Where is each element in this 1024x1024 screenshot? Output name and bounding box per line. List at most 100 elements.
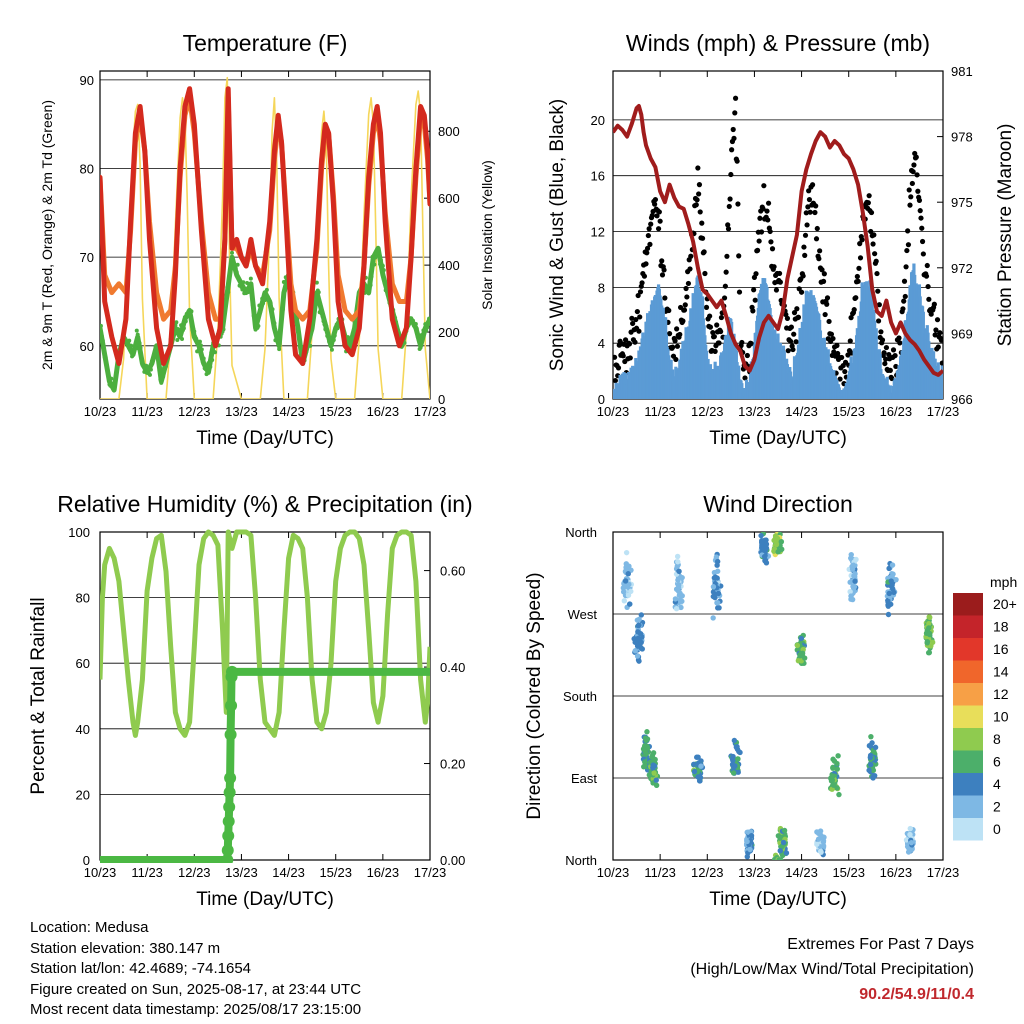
legend-title: mph <box>990 574 1017 590</box>
gust-point <box>909 180 915 187</box>
y-tick-label: 100 <box>68 525 90 540</box>
gust-point <box>919 225 925 231</box>
gust-point <box>739 339 745 346</box>
direction-point <box>891 589 897 596</box>
dewpoint-point <box>208 364 213 369</box>
legend-label: 14 <box>993 664 1009 680</box>
dewpoint-point <box>314 280 319 285</box>
gust-point <box>615 365 622 371</box>
location-text: Location: Medusa <box>30 919 149 936</box>
legend-swatch <box>953 615 983 638</box>
precip-point <box>221 854 234 863</box>
gust-point <box>928 311 934 317</box>
gust-point <box>751 287 757 293</box>
gust-point <box>920 251 926 257</box>
gust-point <box>730 126 736 133</box>
dewpoint-point <box>131 349 136 354</box>
x-tick-label: 16/23 <box>880 404 913 419</box>
gust-point <box>851 307 857 313</box>
direction-point <box>867 754 874 761</box>
gust-point <box>666 307 672 314</box>
direction-point <box>799 650 806 657</box>
gust-point <box>659 272 666 278</box>
x-tick-label: 12/23 <box>178 865 211 880</box>
dewpoint-point <box>268 301 273 306</box>
gust-point <box>872 251 878 257</box>
gust-point <box>683 285 689 292</box>
gust-point <box>904 247 910 254</box>
created-text: Figure created on Sun, 2025-08-17, at 23… <box>30 980 362 998</box>
gust-point <box>868 209 875 216</box>
direction-point <box>713 554 720 560</box>
y-tick-label: 12 <box>591 225 605 240</box>
gust-point <box>824 301 830 307</box>
gust-point <box>722 283 728 289</box>
gust-point <box>932 332 938 338</box>
gust-point <box>620 353 626 359</box>
gust-point <box>649 212 655 219</box>
gust-point <box>820 278 827 284</box>
gust-point <box>854 273 860 280</box>
gust-point <box>711 333 717 340</box>
direction-point <box>642 735 649 741</box>
direction-point <box>678 604 684 611</box>
direction-point <box>830 782 837 788</box>
gust-point <box>812 209 818 216</box>
gust-point <box>793 339 799 345</box>
dewpoint-point <box>151 356 156 361</box>
dewpoint-point <box>381 268 386 273</box>
gust-point <box>728 171 734 178</box>
direction-point <box>623 564 629 571</box>
dewpoint-point <box>241 280 246 285</box>
dewpoint-point <box>320 314 325 319</box>
direction-point <box>775 833 782 839</box>
direction-point <box>890 571 896 577</box>
dewpoint-point <box>138 345 143 350</box>
gust-point <box>830 335 836 342</box>
gust-point <box>661 267 667 273</box>
direction-point <box>831 758 838 764</box>
legend-swatch <box>953 818 983 841</box>
y2-tick-label: 0.20 <box>440 757 465 772</box>
direction-point <box>635 629 641 635</box>
gust-point <box>773 287 780 293</box>
gust-point <box>813 236 820 242</box>
gust-point <box>890 347 897 353</box>
dewpoint-point <box>377 254 382 259</box>
y2-tick-label: 0.00 <box>440 853 465 868</box>
direction-point <box>758 532 764 539</box>
gust-point <box>856 265 862 271</box>
gust-point <box>824 295 831 301</box>
gust-point <box>643 261 649 267</box>
direction-point <box>623 549 630 556</box>
gust-point <box>807 209 813 215</box>
gust-point <box>906 187 912 193</box>
dewpoint-point <box>272 321 277 326</box>
precip-point <box>223 800 236 813</box>
gust-point <box>800 273 806 279</box>
direction-point <box>675 577 681 583</box>
gust-point <box>804 222 810 228</box>
gust-point <box>742 375 748 381</box>
direction-point <box>642 759 648 765</box>
gust-point <box>924 262 930 269</box>
y-tick-label: South <box>563 689 597 704</box>
y2-tick-label: 981 <box>951 64 973 79</box>
legend-swatch <box>953 750 983 773</box>
gust-point <box>688 253 694 259</box>
gust-point <box>873 258 879 264</box>
gust-point <box>718 328 724 335</box>
gust-point <box>897 340 903 346</box>
dewpoint-point <box>427 316 430 321</box>
dewpoint-point <box>100 338 105 343</box>
y2-tick-label: 200 <box>438 325 460 340</box>
direction-point <box>924 640 930 646</box>
dewpoint-point <box>313 293 318 298</box>
direction-point <box>829 777 836 783</box>
gust-point <box>859 237 865 243</box>
direction-point <box>905 849 912 855</box>
gust-point <box>646 226 652 232</box>
dewpoint-point <box>371 259 376 264</box>
dewpoint-point <box>420 337 425 342</box>
x-tick-label: 12/23 <box>691 404 724 419</box>
